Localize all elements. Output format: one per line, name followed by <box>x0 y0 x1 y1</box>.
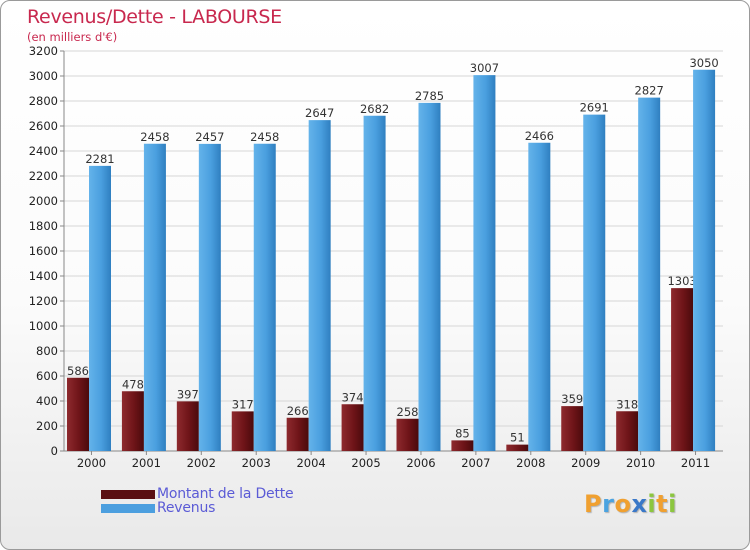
data-label-revenus: 3007 <box>470 61 499 75</box>
bar-revenus <box>253 143 276 451</box>
y-tick-label: 600 <box>36 369 58 383</box>
x-tick-label: 2001 <box>132 456 161 470</box>
logo-letter: P <box>584 490 603 518</box>
data-label-revenus: 2457 <box>195 130 224 144</box>
x-tick-label: 2006 <box>406 456 435 470</box>
data-label-revenus: 2785 <box>415 89 444 103</box>
bar-revenus <box>308 120 331 451</box>
x-tick-label: 2009 <box>571 456 600 470</box>
bar-dette <box>341 404 364 451</box>
bar-revenus <box>143 143 166 451</box>
bar-revenus <box>89 165 111 451</box>
data-label-dette: 397 <box>177 387 199 401</box>
legend-swatch-revenus <box>101 503 155 513</box>
data-label-dette: 317 <box>232 397 254 411</box>
bar-dette <box>396 418 419 451</box>
data-label-revenus: 2458 <box>250 130 279 144</box>
data-label-dette: 51 <box>510 431 525 445</box>
logo-letter: t <box>656 490 669 518</box>
y-tick-label: 0 <box>51 444 58 458</box>
data-label-dette: 586 <box>67 364 89 378</box>
y-tick-label: 1000 <box>29 319 58 333</box>
bar-revenus <box>198 143 221 451</box>
x-tick-label: 2011 <box>681 456 710 470</box>
proxiti-logo: Proxiti <box>584 490 677 518</box>
x-tick-label: 2000 <box>77 456 106 470</box>
y-tick-label: 400 <box>36 394 58 408</box>
bar-dette <box>506 444 529 451</box>
bar-revenus <box>638 97 661 451</box>
legend: Montant de la Dette Revenus <box>101 486 294 516</box>
data-label-dette: 258 <box>397 405 419 419</box>
data-label-dette: 1303 <box>667 274 696 288</box>
bar-dette <box>616 411 639 451</box>
data-label-revenus: 3050 <box>689 56 718 70</box>
bar-dette <box>561 406 584 451</box>
x-tick-label: 2002 <box>187 456 216 470</box>
data-label-dette: 85 <box>455 426 470 440</box>
data-label-revenus: 2458 <box>140 130 169 144</box>
x-tick-label: 2010 <box>626 456 655 470</box>
legend-item-revenus: Revenus <box>101 500 293 516</box>
y-tick-label: 2400 <box>29 144 58 158</box>
y-tick-label: 2600 <box>29 119 58 133</box>
bar-dette <box>451 440 474 451</box>
chart-subtitle: (en milliers d'€) <box>27 30 118 44</box>
x-tick-label: 2008 <box>516 456 545 470</box>
data-label-dette: 478 <box>122 377 144 391</box>
legend-swatch-dette <box>101 489 155 499</box>
y-tick-label: 1800 <box>29 219 58 233</box>
logo-letter: i <box>668 490 677 518</box>
x-tick-label: 2005 <box>351 456 380 470</box>
logo-letter: r <box>602 490 615 518</box>
y-tick-label: 1400 <box>29 269 58 283</box>
y-tick-label: 2000 <box>29 194 58 208</box>
data-label-dette: 359 <box>561 392 583 406</box>
bar-revenus <box>363 115 386 451</box>
logo-letter: o <box>614 490 632 518</box>
y-tick-label: 3000 <box>29 69 58 83</box>
bar-revenus <box>418 102 441 451</box>
y-tick-label: 1200 <box>29 294 58 308</box>
bar-dette <box>176 401 199 451</box>
bar-dette <box>671 288 694 451</box>
data-label-revenus: 2691 <box>580 101 609 115</box>
bar-dette <box>231 411 254 451</box>
bar-revenus <box>528 142 551 451</box>
data-label-revenus: 2281 <box>85 152 114 166</box>
bar-dette <box>286 417 309 451</box>
y-tick-label: 2800 <box>29 94 58 108</box>
x-tick-label: 2003 <box>242 456 271 470</box>
x-tick-label: 2004 <box>296 456 325 470</box>
legend-label-dette: Montant de la Dette <box>157 486 294 502</box>
bar-dette <box>121 391 144 451</box>
bar-revenus <box>583 114 606 451</box>
data-label-revenus: 2682 <box>360 102 389 116</box>
bar-revenus <box>473 75 496 451</box>
bar-dette <box>67 377 89 451</box>
y-tick-label: 2200 <box>29 169 58 183</box>
logo-letter: i <box>647 490 657 518</box>
legend-label-revenus: Revenus <box>157 500 216 516</box>
data-label-revenus: 2647 <box>305 106 334 120</box>
bar-revenus <box>693 69 716 451</box>
y-tick-label: 1600 <box>29 244 58 258</box>
data-label-dette: 266 <box>287 404 309 418</box>
y-tick-label: 800 <box>36 344 58 358</box>
data-label-revenus: 2466 <box>525 129 554 143</box>
data-label-revenus: 2827 <box>635 84 664 98</box>
legend-item-dette: Montant de la Dette <box>101 486 294 502</box>
y-tick-label: 200 <box>36 419 58 433</box>
logo-letter: x <box>631 490 648 518</box>
data-label-dette: 374 <box>342 390 364 404</box>
chart-title: Revenus/Dette - LABOURSE <box>27 6 282 28</box>
data-label-dette: 318 <box>616 397 638 411</box>
x-tick-label: 2007 <box>461 456 490 470</box>
y-tick-label: 3200 <box>29 44 58 58</box>
